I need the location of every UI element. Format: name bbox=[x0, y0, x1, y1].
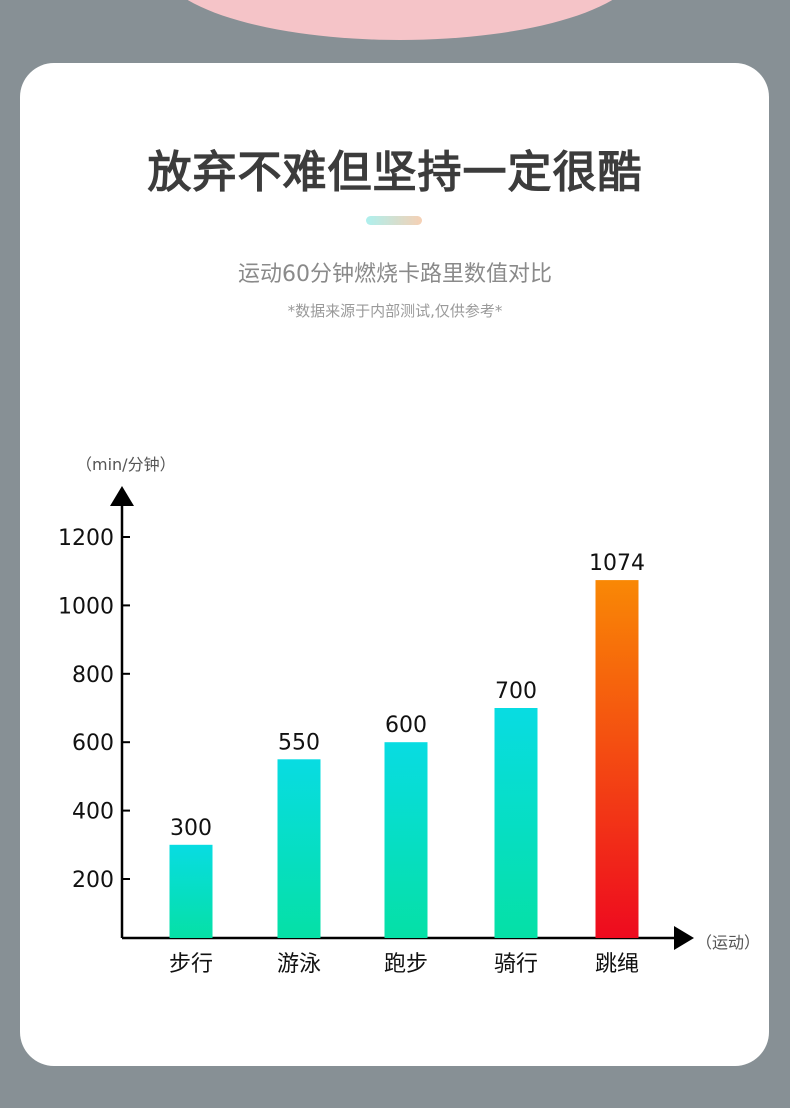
bar-1 bbox=[169, 844, 213, 938]
y-tick-label: 800 bbox=[72, 663, 114, 688]
y-tick-label: 1000 bbox=[58, 594, 114, 619]
bar-2 bbox=[277, 759, 321, 938]
category-label: 骑行 bbox=[494, 952, 538, 977]
bar-value-label: 300 bbox=[170, 816, 212, 841]
page-title: 放弃不难但坚持一定很酷 bbox=[147, 147, 643, 198]
chart-subtitle: 运动60分钟燃烧卡路里数值对比 bbox=[238, 262, 552, 287]
bar-5 bbox=[595, 580, 639, 938]
bar-value-label: 700 bbox=[495, 679, 537, 704]
y-axis-unit-label: （min/分钟） bbox=[76, 455, 176, 474]
category-label: 跑步 bbox=[384, 952, 428, 977]
y-axis-arrow bbox=[110, 486, 134, 506]
y-tick-label: 600 bbox=[72, 731, 114, 756]
bar-value-label: 600 bbox=[385, 713, 427, 738]
y-tick-label: 1200 bbox=[58, 526, 114, 551]
category-label: 游泳 bbox=[277, 952, 321, 977]
bar-value-label: 550 bbox=[278, 730, 320, 755]
category-label: 步行 bbox=[169, 952, 213, 977]
y-tick-label: 200 bbox=[72, 868, 114, 893]
title-accent-bar bbox=[366, 216, 422, 225]
data-source-note: *数据来源于内部测试,仅供参考* bbox=[287, 302, 503, 320]
bar-4 bbox=[494, 708, 538, 938]
category-label: 跳绳 bbox=[595, 952, 639, 977]
y-tick-label: 400 bbox=[72, 800, 114, 825]
bar-3 bbox=[384, 742, 428, 938]
x-axis-arrow bbox=[674, 926, 694, 950]
bar-value-label: 1074 bbox=[589, 551, 645, 576]
x-axis-unit-label: （运动） bbox=[696, 933, 761, 952]
